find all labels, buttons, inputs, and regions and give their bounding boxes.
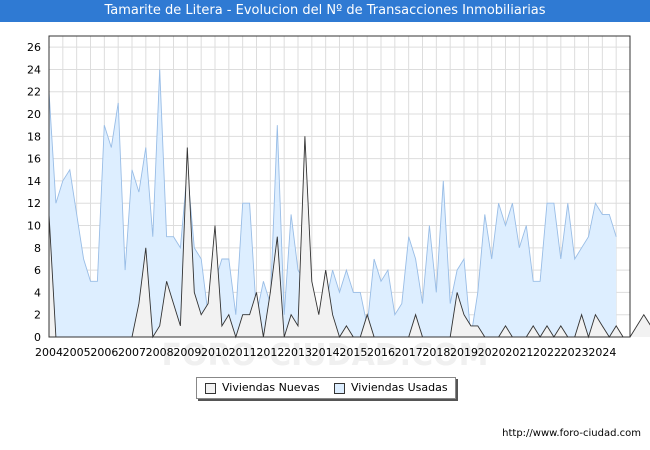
x-tick-label: 2009 — [173, 346, 201, 359]
x-tick-label: 2019 — [450, 346, 478, 359]
y-tick-label: 18 — [27, 130, 41, 143]
y-tick-label: 10 — [27, 220, 41, 233]
legend-swatch-usadas — [334, 383, 345, 394]
line-viviendas-usadas — [48, 69, 617, 338]
x-tick-label: 2013 — [284, 346, 312, 359]
x-tick-label: 2008 — [146, 346, 174, 359]
x-tick-label: 2015 — [339, 346, 367, 359]
x-tick-label: 2007 — [118, 346, 146, 359]
x-tick-label: 2010 — [201, 346, 229, 359]
x-tick-label: 2014 — [312, 346, 340, 359]
y-tick-label: 20 — [27, 108, 41, 121]
x-tick-label: 2023 — [561, 346, 589, 359]
legend-label-nuevas: Viviendas Nuevas — [222, 381, 320, 394]
legend: Viviendas Nuevas Viviendas Usadas — [196, 377, 456, 399]
legend-label-usadas: Viviendas Usadas — [351, 381, 448, 394]
x-axis: 2004 2005 2006 2007 2008 2009 2010 2011 2012 2013… — [35, 346, 616, 359]
y-tick-label: 24 — [27, 63, 41, 76]
watermark: FORO-CIUDAD.COM — [162, 338, 489, 373]
y-tick-label: 0 — [34, 331, 41, 344]
x-tick-label: 2016 — [367, 346, 395, 359]
legend-swatch-nuevas — [205, 383, 216, 394]
x-tick-label: 2005 — [63, 346, 91, 359]
chart-title: Tamarite de Litera - Evolucion del Nº de… — [0, 0, 650, 22]
x-tick-label: 2004 — [35, 346, 63, 359]
plot-frame — [48, 35, 631, 338]
x-tick-label: 2017 — [395, 346, 423, 359]
x-tick-label: 2020 — [478, 346, 506, 359]
x-tick-label: 2021 — [505, 346, 533, 359]
y-tick-label: 12 — [27, 197, 41, 210]
y-tick-label: 8 — [34, 242, 41, 255]
y-tick-label: 2 — [34, 309, 41, 322]
y-tick-label: 22 — [27, 86, 41, 99]
x-tick-label: 2012 — [256, 346, 284, 359]
y-tick-label: 26 — [27, 41, 41, 54]
x-tick-label: 2006 — [90, 346, 118, 359]
y-tick-label: 16 — [27, 153, 41, 166]
y-tick-label: 14 — [27, 175, 41, 188]
x-tick-label: 2018 — [422, 346, 450, 359]
x-tick-label: 2011 — [229, 346, 257, 359]
source-url: http://www.foro-ciudad.com — [502, 428, 641, 439]
y-tick-label: 4 — [34, 286, 41, 299]
plot-border — [48, 35, 631, 338]
x-tick-label: 2022 — [533, 346, 561, 359]
x-tick-label: 2024 — [588, 346, 616, 359]
watermark-text: FORO-CIUDAD.COM — [162, 338, 489, 373]
y-tick-label: 6 — [34, 264, 41, 277]
